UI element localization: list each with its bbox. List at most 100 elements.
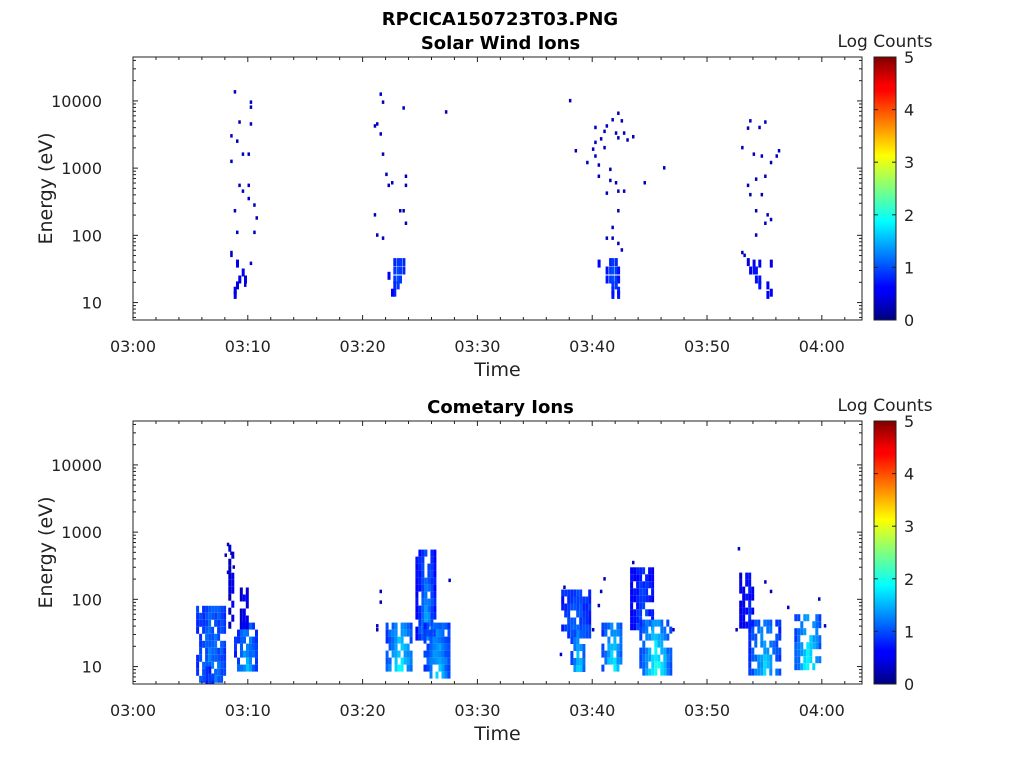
heatmap-cell: [607, 650, 611, 658]
heatmap-cell: [391, 650, 395, 658]
heatmap-cell: [613, 657, 617, 665]
heatmap-cell: [388, 643, 392, 651]
heatmap-point: [387, 183, 390, 188]
heatmap-cell: [639, 647, 643, 655]
heatmap-cell: [423, 629, 427, 637]
heatmap-cell: [433, 591, 437, 599]
heatmap-point: [603, 145, 606, 150]
heatmap-cell: [447, 622, 451, 630]
heatmap-cell: [433, 584, 437, 592]
heatmap-cell: [754, 633, 758, 641]
heatmap-point: [620, 248, 624, 252]
heatmap-cell: [427, 633, 431, 641]
heatmap-point: [373, 213, 377, 217]
heatmap-cell: [435, 657, 439, 665]
heatmap-cell: [418, 577, 422, 585]
heatmap-cell: [669, 647, 673, 655]
heatmap-cell: [397, 664, 401, 672]
heatmap-point: [617, 266, 621, 275]
heatmap-cell: [573, 596, 577, 604]
heatmap-point: [769, 259, 773, 268]
heatmap-cell: [760, 654, 764, 662]
heatmap-cell: [441, 657, 445, 665]
heatmap-cell: [444, 636, 448, 644]
heatmap-point: [594, 154, 597, 158]
heatmap-point: [614, 131, 618, 135]
heatmap-cell: [800, 649, 804, 657]
heatmap-cell: [654, 633, 658, 641]
heatmap-point: [402, 266, 406, 275]
heatmap-cell: [751, 586, 755, 594]
heatmap-point: [233, 290, 237, 299]
heatmap-cell: [619, 657, 623, 665]
heatmap-cell: [639, 574, 643, 582]
heatmap-cell: [760, 661, 764, 669]
heatmap-cell: [415, 633, 419, 641]
heatmap-cell: [438, 650, 442, 658]
heatmap-cell: [818, 642, 822, 650]
heatmap-cell: [636, 616, 640, 624]
heatmap-cell: [246, 643, 249, 651]
heatmap-cell: [242, 594, 246, 602]
heatmap-cell: [573, 665, 577, 672]
heatmap-cell: [415, 626, 419, 634]
heatmap-point: [746, 126, 750, 130]
heatmap-cell: [739, 614, 743, 622]
heatmap-cell: [415, 612, 419, 620]
heatmap-point: [760, 154, 764, 158]
heatmap-cell: [231, 551, 235, 559]
heatmap-cell: [757, 626, 761, 634]
heatmap-cell: [775, 640, 779, 648]
heatmap-point: [758, 259, 762, 268]
colorbar-tick-label: 5: [904, 412, 914, 431]
x-tick-label: 03:00: [110, 337, 156, 356]
heatmap-cell: [223, 612, 227, 620]
heatmap-cell: [391, 622, 395, 630]
colorbar: [873, 56, 897, 321]
heatmap-cell: [438, 664, 442, 672]
heatmap-cell: [588, 603, 592, 611]
heatmap-cell: [630, 588, 634, 596]
heatmap-cell: [199, 619, 203, 627]
heatmap-point: [230, 134, 233, 138]
heatmap-cell: [763, 661, 767, 669]
heatmap-cell: [651, 668, 655, 676]
heatmap-point: [559, 652, 563, 657]
heatmap-cell: [429, 629, 433, 637]
heatmap-cell: [639, 588, 643, 596]
heatmap-cell: [400, 643, 404, 651]
heatmap-cell: [430, 563, 434, 571]
heatmap-cell: [564, 589, 568, 597]
heatmap-cell: [818, 656, 822, 664]
heatmap-cell: [441, 664, 445, 672]
heatmap-cell: [205, 654, 209, 662]
heatmap-cell: [763, 640, 767, 648]
heatmap-cell: [228, 565, 232, 573]
heatmap-cell: [447, 657, 451, 665]
heatmap-cell: [208, 666, 212, 674]
colorbar-tick-label: 2: [904, 206, 914, 225]
heatmap-cell: [754, 619, 758, 627]
heatmap-cell: [654, 647, 658, 655]
heatmap-point: [586, 160, 589, 165]
heatmap-point: [611, 286, 615, 295]
heatmap-cell: [205, 661, 209, 669]
heatmap-cell: [806, 642, 810, 650]
heatmap-point: [746, 258, 750, 267]
heatmap-cell: [797, 628, 801, 636]
heatmap-cell: [418, 626, 422, 634]
heatmap-cell: [739, 586, 743, 594]
heatmap-cell: [240, 650, 243, 658]
heatmap-cell: [561, 589, 565, 597]
heatmap-point: [236, 259, 239, 268]
heatmap-cell: [636, 588, 640, 596]
heatmap-point: [376, 624, 379, 628]
heatmap-cell: [601, 664, 605, 672]
heatmap-cell: [815, 628, 819, 636]
heatmap-cell: [648, 595, 652, 603]
heatmap-point: [609, 258, 613, 267]
heatmap-point: [754, 266, 758, 275]
heatmap-cell: [208, 612, 212, 620]
heatmap-cell: [429, 664, 433, 672]
heatmap-cell: [751, 593, 755, 601]
